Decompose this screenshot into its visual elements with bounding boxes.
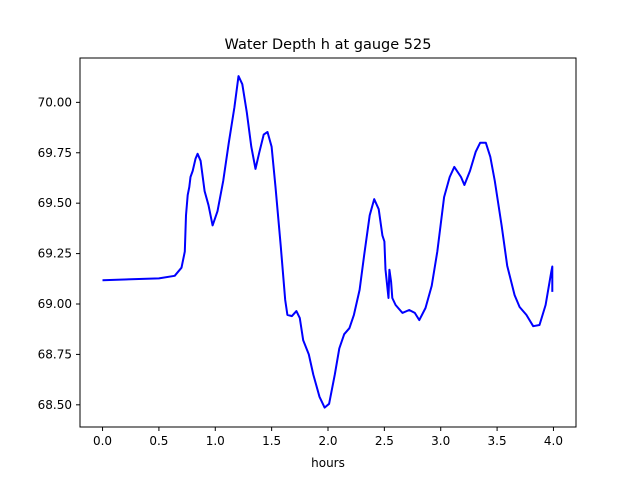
x-axis: 0.0 0.5 1.0 1.5 2.0 2.5 3.0 3.5 4.0 <box>93 427 563 448</box>
x-tick-label: 3.5 <box>488 434 507 448</box>
x-tick-label: 1.5 <box>262 434 281 448</box>
y-tick-label: 69.25 <box>38 247 72 261</box>
series-line-h <box>102 75 554 409</box>
y-tick-label: 70.00 <box>38 95 72 109</box>
x-tick-label: 2.5 <box>375 434 394 448</box>
y-tick-label: 69.75 <box>38 146 72 160</box>
y-axis: 68.50 68.75 69.00 69.25 69.50 69.75 70.00 <box>38 95 80 412</box>
x-tick-label: 2.0 <box>318 434 337 448</box>
y-tick-label: 68.50 <box>38 398 72 412</box>
x-tick-label: 0.5 <box>149 434 168 448</box>
y-tick-label: 69.00 <box>38 297 72 311</box>
y-tick-label: 69.50 <box>38 196 72 210</box>
axes-frame <box>79 57 577 428</box>
x-tick-label: 4.0 <box>544 434 563 448</box>
y-tick-label: 68.75 <box>38 347 72 361</box>
x-tick-label: 3.0 <box>431 434 450 448</box>
chart-title: Water Depth h at gauge 525 <box>225 37 432 53</box>
x-axis-label: hours <box>311 456 345 470</box>
x-tick-label: 1.0 <box>206 434 225 448</box>
x-tick-label: 0.0 <box>93 434 112 448</box>
